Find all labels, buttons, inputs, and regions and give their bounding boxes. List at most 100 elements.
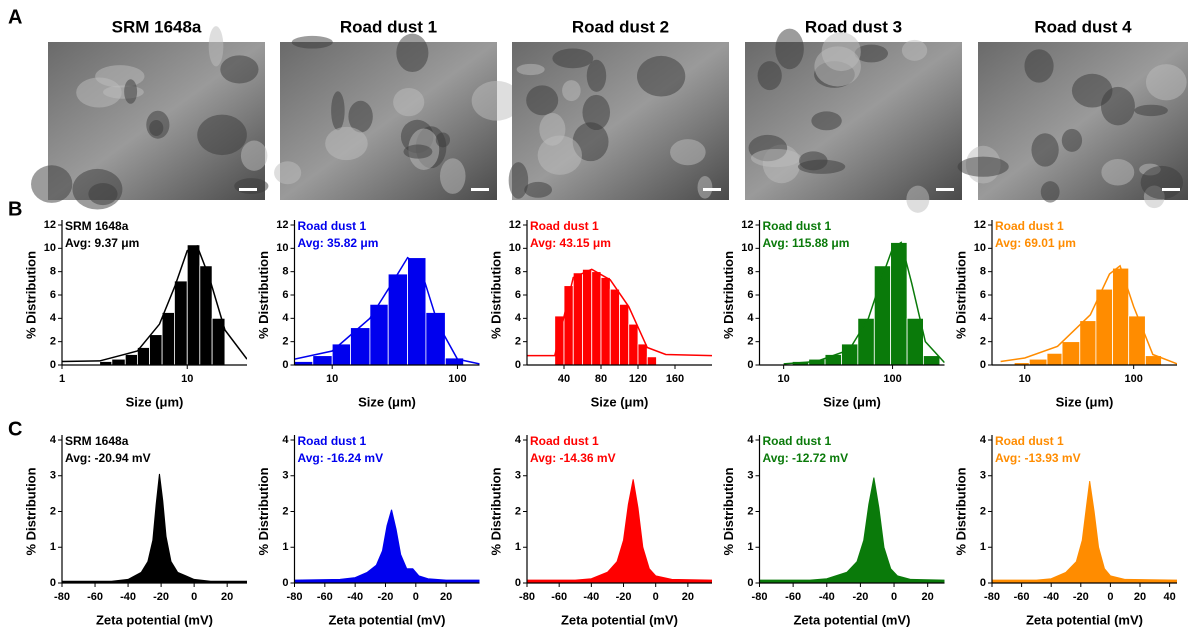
x-tick-label: -80 [519, 591, 535, 603]
average-label: Avg: 35.82 μm [298, 236, 379, 250]
particle [124, 79, 138, 104]
x-axis-label: Size (μm) [1056, 394, 1114, 409]
y-tick-label: 0 [515, 577, 521, 589]
x-tick-label: -80 [287, 591, 303, 603]
x-axis-label: Size (μm) [591, 394, 649, 409]
series-label: Road dust 1 [995, 219, 1064, 233]
area [992, 481, 1177, 583]
x-tick-label: -80 [54, 591, 70, 603]
fit-curve [294, 256, 480, 365]
y-tick-label: 1 [50, 541, 56, 553]
x-tick-label: 80 [595, 373, 607, 385]
bar [331, 343, 351, 365]
x-tick-label: -80 [984, 591, 1000, 603]
x-tick-label: 40 [558, 373, 570, 385]
bar [609, 288, 620, 365]
y-tick-label: 4 [282, 312, 289, 324]
average-label: Avg: -14.36 mV [530, 451, 616, 465]
bar [600, 277, 611, 365]
sem-image [274, 33, 522, 200]
x-tick-label: 10 [1019, 373, 1031, 385]
x-tick-label: 120 [629, 373, 647, 385]
bar [161, 312, 175, 365]
particle [1100, 86, 1135, 126]
particle [331, 91, 345, 131]
average-label: Avg: 9.37 μm [65, 236, 139, 250]
average-label: Avg: -13.93 mV [995, 451, 1081, 465]
x-tick-label: 1 [59, 373, 65, 385]
y-tick-label: 2 [50, 336, 56, 348]
x-axis-label: Zeta potential (mV) [96, 612, 213, 627]
sem-image [957, 42, 1188, 209]
x-tick-label: -40 [347, 591, 363, 603]
y-tick-label: 8 [50, 266, 56, 278]
image-title: SRM 1648a [112, 17, 202, 36]
series-label: SRM 1648a [65, 219, 129, 233]
plot [294, 256, 480, 365]
average-label: Avg: 43.15 μm [530, 236, 611, 250]
plot [527, 268, 712, 365]
bar [1095, 288, 1113, 365]
y-tick-label: 6 [747, 289, 753, 301]
y-tick-label: 2 [980, 505, 986, 517]
x-tick-label: 20 [922, 591, 934, 603]
x-axis-label: Size (μm) [358, 394, 416, 409]
area [62, 473, 247, 583]
x-tick-label: 0 [1107, 591, 1113, 603]
particle [149, 120, 164, 136]
panel-label: B [8, 198, 22, 220]
y-tick-label: 4 [50, 434, 57, 446]
particle [821, 32, 861, 72]
particle [537, 135, 582, 175]
x-tick-label: -60 [785, 591, 801, 603]
particle [775, 28, 804, 70]
bar [628, 323, 639, 365]
y-tick-label: 0 [747, 359, 753, 371]
particle [811, 111, 842, 131]
x-tick-label: -20 [378, 591, 394, 603]
particle [403, 144, 433, 159]
area [527, 479, 712, 583]
y-tick-label: 8 [282, 266, 288, 278]
particle [1040, 181, 1060, 203]
particle [435, 132, 451, 148]
y-tick-label: 3 [747, 470, 753, 482]
image-title: Road dust 2 [572, 17, 669, 36]
series-label: Road dust 1 [763, 434, 832, 448]
y-tick-label: 0 [282, 577, 288, 589]
particle [234, 178, 269, 194]
particle [1024, 49, 1054, 83]
bar [444, 357, 465, 365]
image-title: Road dust 1 [340, 17, 437, 36]
y-tick-label: 4 [747, 434, 754, 446]
particle [220, 55, 259, 84]
particle [637, 55, 686, 97]
particle [471, 80, 522, 121]
x-tick-label: 10 [326, 373, 338, 385]
bar [137, 347, 150, 365]
particle [439, 158, 466, 194]
bar [1128, 315, 1146, 365]
particle [798, 151, 828, 171]
plot [759, 477, 945, 583]
x-tick-label: -20 [852, 591, 868, 603]
y-axis-label: % Distribution [488, 251, 503, 339]
bar [312, 355, 333, 365]
y-tick-label: 8 [515, 266, 521, 278]
y-tick-label: 10 [509, 242, 521, 254]
y-tick-label: 0 [282, 359, 288, 371]
bar [841, 343, 859, 365]
y-tick-label: 10 [44, 242, 56, 254]
y-tick-label: 4 [747, 312, 754, 324]
x-tick-label: -40 [1043, 591, 1059, 603]
x-tick-label: 0 [653, 591, 659, 603]
bar [407, 257, 427, 365]
particle [208, 26, 224, 67]
plot [1000, 264, 1177, 365]
particle [393, 87, 425, 117]
bar [1061, 341, 1081, 365]
bar [211, 317, 226, 365]
bar [922, 355, 941, 365]
bar [873, 265, 892, 365]
